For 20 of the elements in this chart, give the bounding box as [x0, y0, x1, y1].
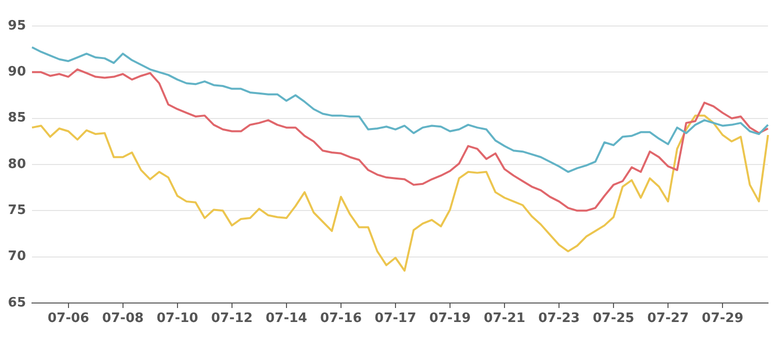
x-tick-label: 07-16 [320, 311, 362, 326]
x-tick-label: 07-27 [647, 311, 689, 326]
y-tick-label: 85 [8, 110, 26, 126]
x-tick-label: 07-06 [48, 311, 90, 326]
y-tick-label: 70 [8, 249, 26, 264]
x-tick-label: 07-17 [374, 311, 416, 326]
y-tick-label: 95 [8, 18, 26, 34]
x-tick-label: 07-19 [429, 311, 471, 326]
x-tick-label: 07-21 [484, 311, 526, 326]
y-tick-label: 75 [8, 203, 26, 218]
x-tick-label: 07-12 [211, 311, 253, 326]
x-tick-label: 07-08 [102, 311, 144, 326]
x-tick-label: 07-23 [538, 311, 580, 326]
x-tick-label: 07-29 [702, 311, 744, 326]
x-tick-label: 07-25 [592, 311, 634, 326]
y-tick-label: 90 [8, 64, 26, 80]
x-tick-label: 07-14 [266, 311, 308, 326]
y-tick-label: 80 [8, 156, 26, 172]
y-tick-label: 65 [8, 295, 26, 310]
x-tick-label: 07-10 [156, 311, 198, 326]
